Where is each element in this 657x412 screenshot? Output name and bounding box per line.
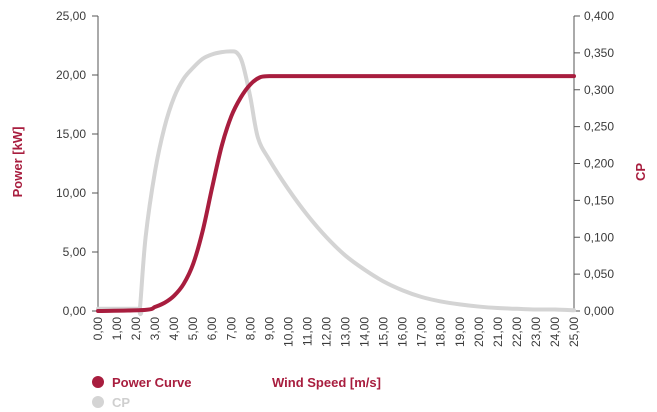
right-y-tick-label: 0,350 bbox=[584, 46, 614, 60]
right-y-tick-label: 0,150 bbox=[584, 193, 614, 207]
x-tick-label: 19,00 bbox=[453, 317, 467, 347]
x-tick-label: 18,00 bbox=[434, 317, 448, 347]
legend-label-power: Power Curve bbox=[112, 375, 191, 390]
x-tick-label: 5,00 bbox=[186, 317, 200, 341]
x-tick-label: 9,00 bbox=[262, 317, 276, 341]
x-tick-label: 21,00 bbox=[491, 317, 505, 347]
y-axis-right-title: CP bbox=[633, 163, 648, 181]
power-curve-line bbox=[96, 74, 576, 313]
x-ticks: 0,00 1,00 2,00 3,00 4,00 5,00 6,00 7,00 8,00 9,00… bbox=[91, 317, 581, 347]
x-tick-label: 2,00 bbox=[129, 317, 143, 341]
x-tick-label: 15,00 bbox=[377, 317, 391, 347]
right-y-tick-label: 0,250 bbox=[584, 120, 614, 134]
x-tick-label: 23,00 bbox=[529, 317, 543, 347]
x-tick-label: 12,00 bbox=[319, 317, 333, 347]
x-tick-label: 11,00 bbox=[300, 317, 314, 346]
right-y-tick-label: 0,050 bbox=[584, 267, 614, 281]
left-y-ticks: 0,00 5,00 10,00 15,00 20,00 25,00 bbox=[56, 9, 98, 318]
x-tick-label: 4,00 bbox=[167, 317, 181, 341]
x-tick-label: 16,00 bbox=[396, 317, 410, 347]
y-axis-left-title: Power [kW] bbox=[10, 127, 25, 198]
x-tick-label: 0,00 bbox=[91, 317, 105, 341]
right-y-tick-label: 0,000 bbox=[584, 304, 614, 318]
x-tick-label: 25,00 bbox=[567, 317, 581, 347]
right-y-tick-label: 0,200 bbox=[584, 157, 614, 171]
x-tick-label: 13,00 bbox=[339, 317, 353, 347]
x-tick-label: 7,00 bbox=[224, 317, 238, 341]
series-layer bbox=[96, 49, 576, 317]
legend-marker-power bbox=[92, 376, 104, 388]
x-tick-label: 1,00 bbox=[110, 317, 124, 341]
right-y-tick-label: 0,400 bbox=[584, 9, 614, 23]
left-y-tick-label: 15,00 bbox=[56, 127, 86, 141]
x-tick-label: 22,00 bbox=[510, 317, 524, 347]
x-tick-label: 14,00 bbox=[358, 317, 372, 347]
legend: Power Curve CP bbox=[92, 375, 191, 410]
x-tick-label: 6,00 bbox=[205, 317, 219, 341]
right-y-tick-label: 0,300 bbox=[584, 83, 614, 97]
left-y-tick-label: 5,00 bbox=[63, 245, 87, 259]
left-y-tick-label: 10,00 bbox=[56, 186, 86, 200]
x-tick-label: 10,00 bbox=[281, 317, 295, 347]
x-axis-title: Wind Speed [m/s] bbox=[272, 375, 381, 390]
right-y-tick-label: 0,100 bbox=[584, 230, 614, 244]
legend-marker-cp bbox=[92, 396, 104, 408]
left-y-tick-label: 25,00 bbox=[56, 9, 86, 23]
right-y-ticks: 0,000 0,050 0,100 0,150 0,200 0,250 0,300 0,350… bbox=[574, 9, 614, 318]
legend-label-cp: CP bbox=[112, 395, 130, 410]
x-tick-label: 8,00 bbox=[243, 317, 257, 341]
x-tick-label: 24,00 bbox=[548, 317, 562, 347]
left-y-tick-label: 0,00 bbox=[63, 304, 87, 318]
left-y-tick-label: 20,00 bbox=[56, 68, 86, 82]
x-tick-label: 17,00 bbox=[415, 317, 429, 347]
x-tick-label: 3,00 bbox=[148, 317, 162, 341]
x-tick-label: 20,00 bbox=[472, 317, 486, 347]
axes bbox=[97, 16, 575, 311]
cp-line bbox=[96, 49, 576, 317]
